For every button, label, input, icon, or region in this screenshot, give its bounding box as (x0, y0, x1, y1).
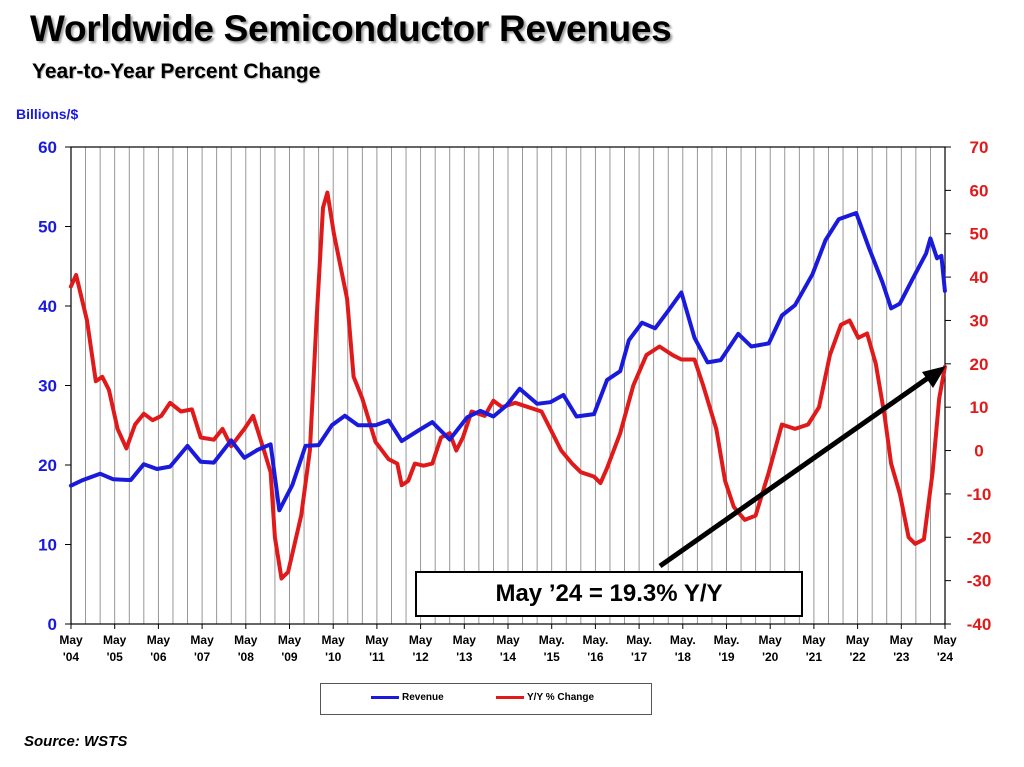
legend-swatch-yy-change (496, 695, 524, 699)
legend-label-revenue: Revenue (402, 692, 444, 703)
left-tick-label: 50 (38, 218, 57, 237)
right-tick-label: -10 (967, 485, 992, 504)
right-tick-label: 0 (974, 442, 983, 461)
y-axis-label: Billions/$ (16, 106, 79, 122)
left-tick-label: 40 (38, 297, 57, 316)
series-line-yy-change (68, 190, 947, 581)
x-tick-label-month: May (409, 633, 433, 647)
legend: Revenue Y/Y % Change (320, 683, 652, 715)
x-tick-label-month: May (365, 633, 389, 647)
x-tick-label-year: '18 (675, 650, 692, 664)
right-tick-label: 60 (970, 181, 989, 200)
x-tick-label-year: '07 (194, 650, 211, 664)
x-tick-label-year: '14 (500, 650, 517, 664)
legend-swatch-revenue (371, 695, 399, 699)
x-tick-label-month: May (802, 633, 826, 647)
right-tick-label: 20 (970, 355, 989, 374)
left-tick-label: 10 (38, 536, 57, 555)
x-tick-label-year: '10 (325, 650, 342, 664)
chart-subtitle: Year-to-Year Percent Change (32, 60, 321, 83)
x-tick-label-year: '24 (937, 650, 954, 664)
left-tick-label: 0 (48, 615, 57, 634)
x-axis: May '04 May '05 May '06 May '07 May '08 May '09 May '… (59, 624, 957, 664)
x-tick-label-month: May (846, 633, 870, 647)
x-tick-label-month: May. (626, 633, 652, 647)
x-tick-label-year: '23 (893, 650, 910, 664)
left-tick-label: 60 (38, 138, 57, 157)
annotation-arrow (658, 366, 946, 569)
right-tick-label: 10 (970, 398, 989, 417)
x-tick-label-month: May. (539, 633, 565, 647)
x-tick-label-year: '09 (281, 650, 298, 664)
series-lines (68, 190, 947, 581)
x-tick-label-year: '16 (587, 650, 604, 664)
x-tick-label-month: May (59, 633, 83, 647)
x-tick-label-month: May. (583, 633, 609, 647)
x-tick-label-month: May (147, 633, 171, 647)
left-tick-label: 20 (38, 456, 57, 475)
x-tick-label-month: May (190, 633, 214, 647)
left-tick-label: 30 (38, 377, 57, 396)
x-tick-label-year: '05 (107, 650, 124, 664)
right-tick-label: 50 (970, 225, 989, 244)
x-tick-label-month: May (234, 633, 258, 647)
x-tick-label-month: May. (714, 633, 740, 647)
x-tick-label-year: '06 (150, 650, 167, 664)
right-axis: -40 -30 -20 -10 0 10 20 30 40 50 60 70 (945, 138, 991, 634)
x-tick-label-year: '22 (849, 650, 866, 664)
chart-title: Worldwide Semiconductor Revenues (30, 8, 672, 49)
left-axis: 0 10 20 30 40 50 60 (38, 138, 71, 634)
x-tick-label-month: May (496, 633, 520, 647)
x-tick-label-year: '08 (238, 650, 255, 664)
right-tick-label: -30 (967, 572, 992, 591)
x-tick-label-month: May (278, 633, 302, 647)
x-tick-label-month: May (453, 633, 477, 647)
x-tick-label-year: '12 (412, 650, 429, 664)
x-tick-label-year: '21 (806, 650, 823, 664)
x-tick-label-year: '20 (762, 650, 779, 664)
x-tick-label-month: May (759, 633, 783, 647)
x-tick-label-year: '04 (63, 650, 80, 664)
x-tick-label-month: May (322, 633, 346, 647)
legend-item-yy-change: Y/Y % Change (496, 692, 594, 703)
grid-lines (70, 147, 946, 624)
x-tick-label-month: May. (670, 633, 696, 647)
right-tick-label: 40 (970, 268, 989, 287)
right-tick-label: 30 (970, 311, 989, 330)
x-tick-label-month: May (890, 633, 914, 647)
x-tick-label-year: '15 (544, 650, 561, 664)
arrow-shaft (658, 370, 937, 569)
right-tick-label: -20 (967, 528, 992, 547)
x-tick-label-year: '19 (718, 650, 735, 664)
x-tick-label-year: '17 (631, 650, 648, 664)
legend-label-yy-change: Y/Y % Change (527, 692, 595, 703)
x-tick-label-year: '11 (369, 650, 385, 664)
source-note: Source: WSTS (24, 733, 128, 750)
x-tick-label-month: May (933, 633, 957, 647)
right-tick-label: 70 (970, 138, 989, 157)
series-line-revenue (68, 211, 947, 513)
arrow-head (922, 366, 946, 388)
legend-item-revenue: Revenue (371, 692, 444, 703)
x-tick-label-year: '13 (456, 650, 473, 664)
annotation-callout: May ’24 = 19.3% Y/Y (415, 571, 803, 617)
right-tick-label: -40 (967, 615, 992, 634)
x-tick-label-month: May (103, 633, 127, 647)
